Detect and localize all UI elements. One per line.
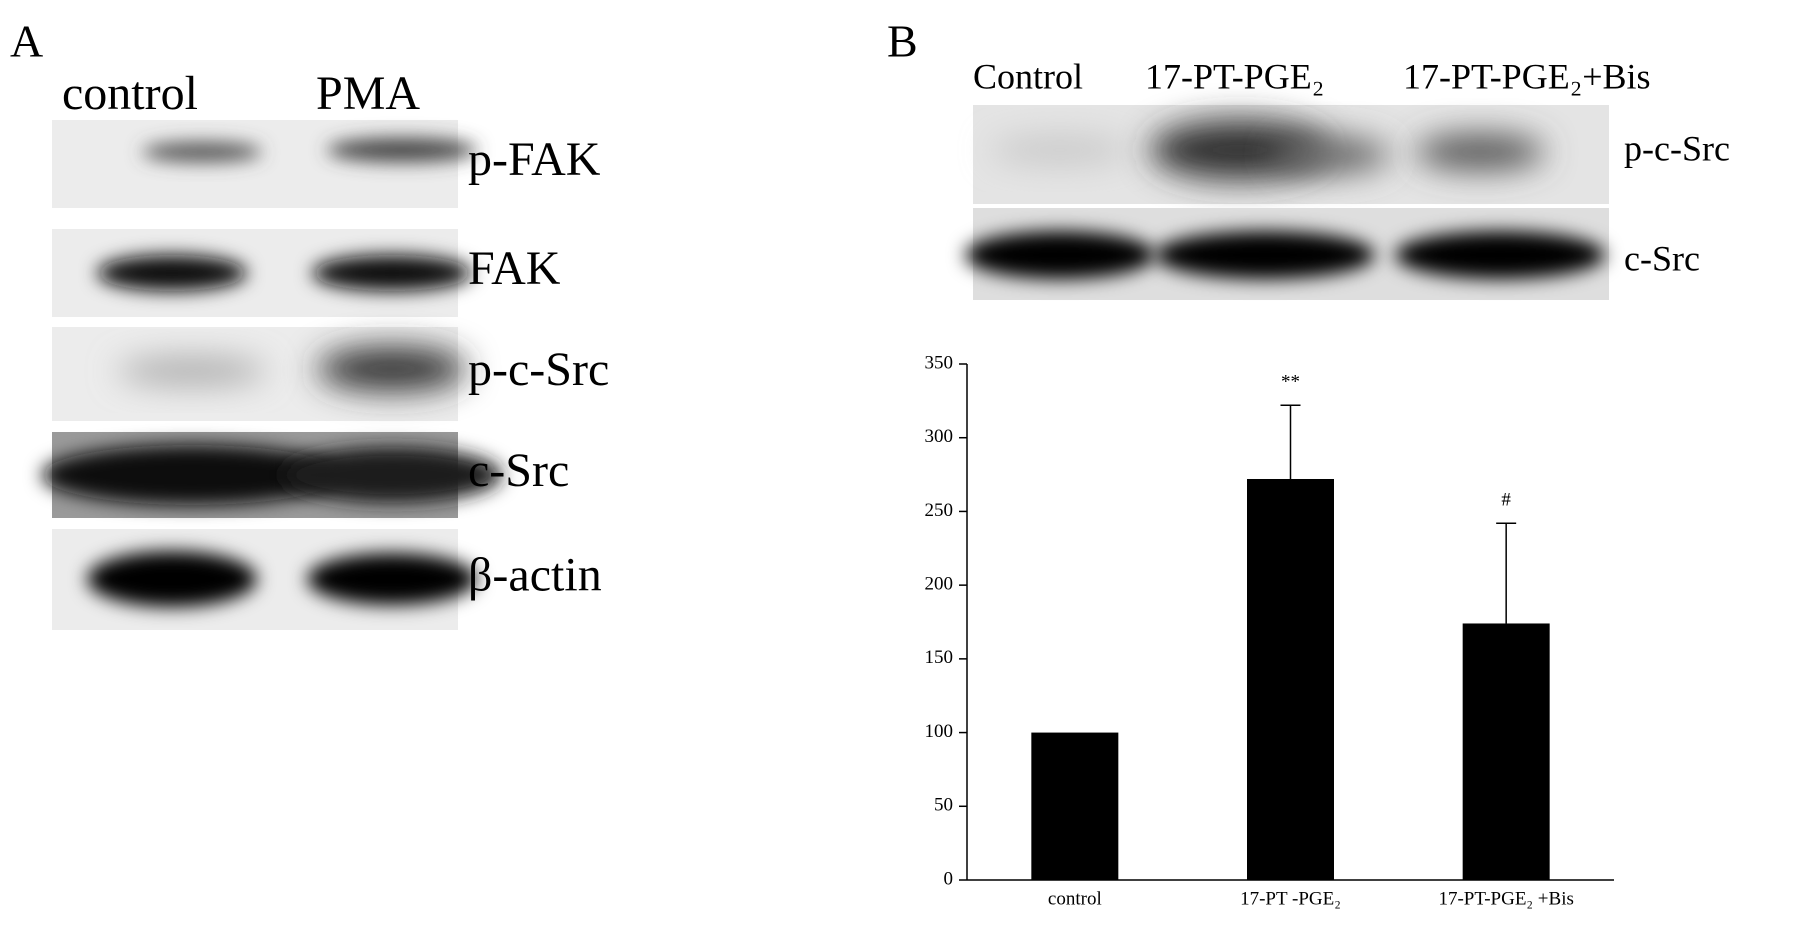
blot-band xyxy=(42,445,342,505)
significance-mark: # xyxy=(1501,490,1511,511)
lane-label: PMA xyxy=(316,67,420,120)
blot-band xyxy=(282,447,502,503)
blot-band xyxy=(1155,231,1375,279)
bar xyxy=(1462,623,1550,880)
y-tick-label: 200 xyxy=(925,574,954,595)
y-tick-label: 150 xyxy=(925,647,954,668)
y-tick-label: 100 xyxy=(925,721,954,742)
blot-band xyxy=(1270,137,1390,173)
blot-band xyxy=(965,231,1155,279)
blot-band xyxy=(990,136,1130,164)
x-tick-label: control xyxy=(1048,888,1102,909)
blot-band xyxy=(327,138,477,162)
blot-band xyxy=(142,142,262,162)
lane-label: 17-PT-PGE₂ xyxy=(1145,56,1324,96)
lane-label: 17-PT-PGE₂+Bis xyxy=(1403,56,1651,96)
significance-mark: ** xyxy=(1281,372,1300,393)
lane-label: Control xyxy=(973,56,1083,96)
blot-label: c-Src xyxy=(468,444,569,497)
panel-label: B xyxy=(887,16,918,67)
x-tick-label: 17-PT-PGE₂ +Bis xyxy=(1438,888,1573,909)
panel-label: A xyxy=(10,16,43,67)
y-tick-label: 350 xyxy=(925,352,954,373)
blot-label: p-c-Src xyxy=(468,343,609,396)
y-tick-label: 300 xyxy=(925,426,954,447)
bar xyxy=(1247,478,1334,880)
blot-label: β-actin xyxy=(468,549,602,602)
blot-band xyxy=(97,255,247,291)
blot-band xyxy=(307,553,477,605)
blot-label: p-FAK xyxy=(468,133,601,186)
blot-label: p-c-Src xyxy=(1624,128,1730,168)
blot-background xyxy=(52,120,458,208)
blot-label: FAK xyxy=(468,242,561,295)
bar xyxy=(1031,732,1119,880)
x-tick-label: 17-PT -PGE₂ xyxy=(1240,888,1341,909)
blot-label: c-Src xyxy=(1624,238,1700,278)
blot-band xyxy=(317,347,467,391)
blot-band xyxy=(312,255,472,291)
blot-band xyxy=(117,357,267,385)
blot-band xyxy=(1415,134,1545,170)
y-tick-label: 0 xyxy=(944,868,954,889)
blot-band xyxy=(87,551,257,607)
blots: p-FAK FAK p-c-Src c-Src β-actin p-c-Src c-Src xyxy=(42,105,1730,630)
y-tick-label: 250 xyxy=(925,500,954,521)
lane-label: control xyxy=(62,67,198,120)
y-tick-label: 50 xyxy=(934,795,953,816)
blot-band xyxy=(1395,231,1605,279)
bar-chart: 0 50 100 150 200 250 300 350 control 17-PT -PGE₂ *… xyxy=(925,352,1614,909)
